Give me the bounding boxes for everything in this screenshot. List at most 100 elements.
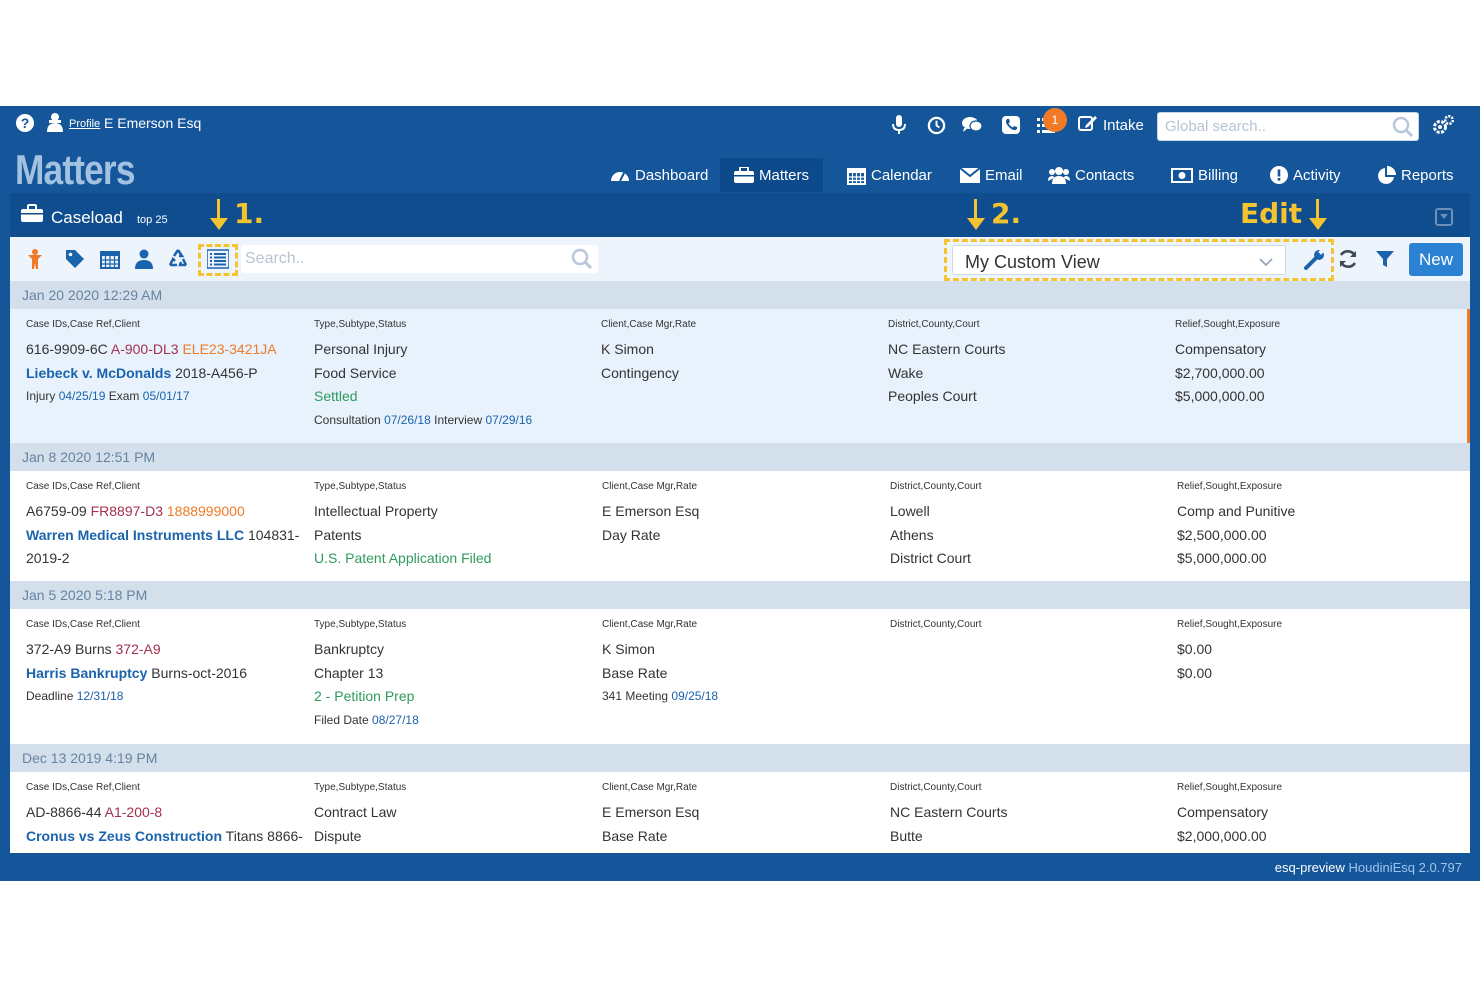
phone-icon[interactable]: [1000, 114, 1022, 136]
rate: Base Rate: [602, 827, 668, 844]
col-type: Type,Subtype,Status Intellectual Propert…: [314, 481, 491, 571]
settings-gears-icon[interactable]: [1431, 114, 1455, 141]
case-ref: A-900-DL3: [110, 341, 179, 357]
user-icon[interactable]: [46, 112, 64, 137]
caseload-subtitle: top 25: [137, 214, 168, 226]
col-case-ids: Case IDs,Case Ref,Client 372-A9 Burns 37…: [26, 619, 247, 709]
caseload-search-input[interactable]: [241, 245, 561, 273]
annotation-edit: Edit: [1240, 197, 1303, 230]
footer: esq-preview HoudiniEsq 2.0.797: [0, 854, 1480, 881]
nav-matters-label: Matters: [759, 166, 810, 184]
col-type: Type,Subtype,Status Contract Law Dispute: [314, 782, 406, 848]
nav-calendar[interactable]: Calendar: [847, 158, 932, 192]
client-link[interactable]: Harris Bankruptcy: [26, 664, 148, 681]
matters-list: Jan 20 2020 12:29 AM Case IDs,Case Ref,C…: [10, 281, 1470, 853]
client-ref-continued: 2019-2: [26, 550, 70, 566]
briefcase-icon: [21, 204, 43, 227]
nav-activity[interactable]: Activity: [1270, 158, 1341, 192]
rate: Day Rate: [602, 526, 661, 543]
caseload-search[interactable]: [241, 245, 598, 273]
footer-version: esq-preview HoudiniEsq 2.0.797: [1275, 860, 1462, 875]
sought: $2,700,000.00: [1175, 364, 1265, 381]
col-case-ids: Case IDs,Case Ref,Client 616-9909-6C A-9…: [26, 319, 277, 409]
exposure: $5,000,000.00: [1177, 550, 1267, 566]
col-relief: Relief,Sought,Exposure $0.00 $0.00: [1177, 619, 1282, 685]
app-window: ? Profile E Emerson Esq 1 Intake: [0, 106, 1480, 881]
dashboard-gauge-icon: [610, 167, 630, 183]
case-id: 372-A9 Burns: [26, 641, 112, 657]
global-search[interactable]: [1157, 112, 1419, 141]
list-item[interactable]: Case IDs,Case Ref,Client 372-A9 Burns 37…: [10, 609, 1470, 744]
pie-chart-icon: [1377, 165, 1396, 185]
client-link[interactable]: Cronus vs Zeus Construction: [26, 827, 223, 844]
col-label: Relief,Sought,Exposure: [1177, 619, 1283, 630]
col-district: District,County,Court NC Eastern Courts …: [888, 319, 1005, 409]
matter-type: Intellectual Property: [314, 503, 438, 519]
client-ref: Burns-oct-2016: [151, 664, 247, 681]
col-manager: Client,Case Mgr,Rate E Emerson Esq Base …: [602, 782, 699, 848]
wrench-icon[interactable]: [1303, 247, 1327, 271]
col-manager: Client,Case Mgr,Rate K Simon Base Rate 3…: [602, 619, 718, 709]
case-manager: E Emerson Esq: [602, 503, 700, 519]
footer-product: HoudiniEsq 2.0.797: [1348, 860, 1462, 875]
matter-status: U.S. Patent Application Filed: [314, 550, 492, 566]
list-view-icon[interactable]: [206, 247, 230, 271]
date-value: 05/01/17: [142, 389, 190, 403]
tag-icon[interactable]: [63, 247, 87, 271]
list-item[interactable]: Case IDs,Case Ref,Client 616-9909-6C A-9…: [10, 309, 1470, 443]
col-district: District,County,Court: [890, 619, 982, 638]
matter-type: Bankruptcy: [314, 641, 385, 657]
client-ref: 2018-A456-P: [175, 364, 258, 381]
nav-billing[interactable]: Billing: [1171, 158, 1238, 192]
calendar-icon[interactable]: [98, 247, 122, 271]
list-item[interactable]: Case IDs,Case Ref,Client A6759-09 FR8897…: [10, 471, 1470, 581]
nav-email[interactable]: Email: [960, 158, 1023, 192]
col-label: Relief,Sought,Exposure: [1175, 319, 1281, 330]
search-icon[interactable]: [1392, 116, 1414, 143]
nav-activity-label: Activity: [1293, 166, 1341, 184]
nav-reports[interactable]: Reports: [1377, 158, 1454, 192]
client-link[interactable]: Warren Medical Instruments LLC: [26, 526, 245, 543]
notification-badge[interactable]: 1: [1043, 108, 1067, 132]
matter-type: Personal Injury: [314, 341, 408, 357]
case-ref-secondary: 1888999000: [166, 503, 245, 519]
help-icon[interactable]: ?: [16, 114, 34, 132]
filter-icon[interactable]: [1373, 247, 1397, 271]
user-icon[interactable]: [132, 247, 156, 271]
nav-contacts[interactable]: Contacts: [1048, 158, 1134, 192]
relief: Compensatory: [1175, 341, 1267, 357]
microphone-icon[interactable]: [888, 114, 910, 136]
date-header: Jan 5 2020 5:18 PM: [10, 581, 1470, 609]
date-value: 04/25/19: [58, 389, 106, 403]
caseload-title: Caseload: [51, 208, 123, 227]
chat-icon[interactable]: [961, 114, 983, 136]
new-button[interactable]: New: [1409, 243, 1463, 276]
list-view-highlight: [198, 244, 238, 276]
case-ref-secondary: ELE23-3421JA: [182, 341, 277, 357]
nav-dashboard[interactable]: Dashboard: [610, 158, 708, 192]
date-value: 07/26/18: [384, 412, 431, 427]
exclamation-circle-icon: [1270, 166, 1288, 184]
col-label: District,County,Court: [890, 619, 982, 630]
user-name: E Emerson Esq: [104, 115, 202, 131]
case-ref: FR8897-D3: [90, 503, 163, 519]
matter-subtype: Dispute: [314, 827, 362, 844]
person-icon[interactable]: [23, 247, 47, 271]
recycle-icon[interactable]: [166, 247, 190, 271]
relief: Comp and Punitive: [1177, 503, 1296, 519]
global-search-input[interactable]: [1158, 113, 1383, 140]
clock-icon[interactable]: [925, 114, 947, 136]
date-label: Consultation: [314, 412, 381, 427]
list-item[interactable]: Case IDs,Case Ref,Client AD-8866-44 A1-2…: [10, 772, 1470, 853]
date-value: 07/29/16: [485, 412, 533, 427]
case-id: AD-8866-44: [26, 804, 102, 820]
nav-matters[interactable]: Matters: [720, 158, 824, 192]
search-icon[interactable]: [571, 248, 593, 275]
client-link[interactable]: Liebeck v. McDonalds: [26, 364, 172, 381]
refresh-icon[interactable]: [1336, 247, 1360, 271]
intake-button[interactable]: Intake: [1078, 114, 1144, 136]
col-label: Type,Subtype,Status: [314, 481, 407, 492]
view-select[interactable]: My Custom View: [952, 245, 1286, 275]
collapse-button[interactable]: [1435, 208, 1453, 226]
profile-link[interactable]: Profile: [69, 118, 101, 130]
